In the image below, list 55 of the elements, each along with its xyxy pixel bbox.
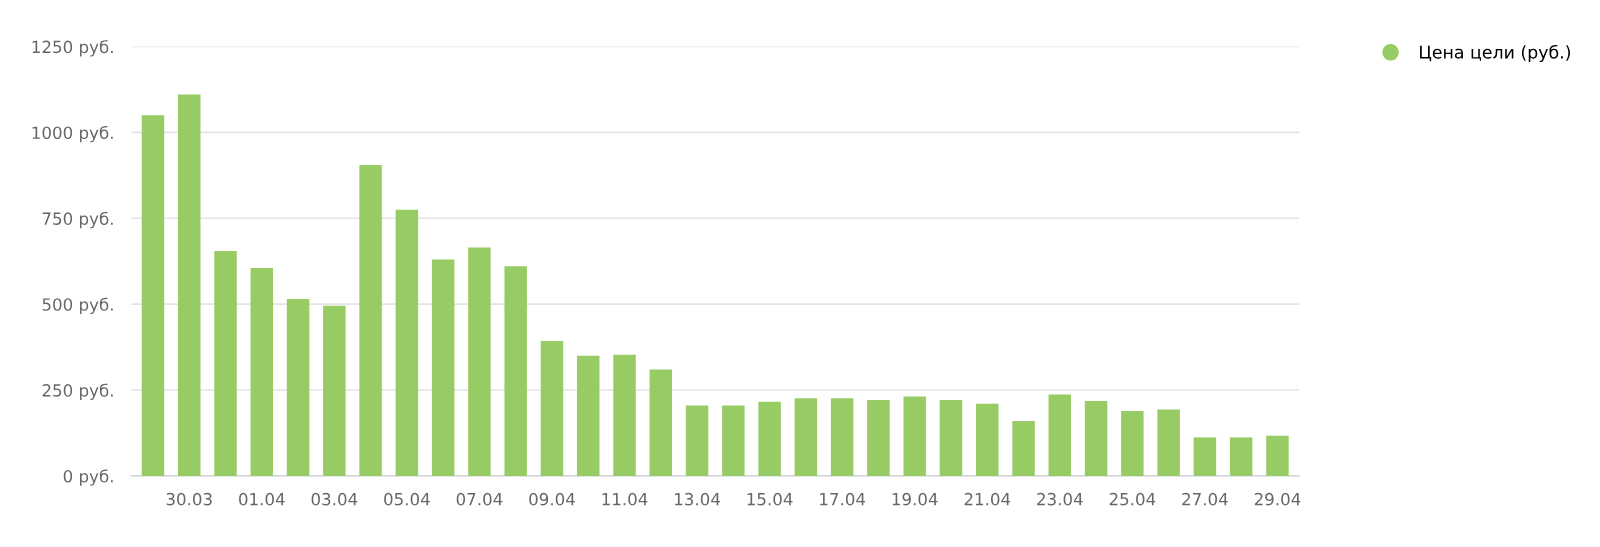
bar bbox=[830, 398, 854, 476]
x-tick-label: 29.04 bbox=[1254, 492, 1301, 506]
bar bbox=[1084, 401, 1108, 476]
bar bbox=[976, 403, 999, 476]
bar bbox=[1157, 409, 1180, 476]
bar bbox=[1048, 394, 1072, 476]
x-tick-label: 05.04 bbox=[384, 492, 430, 506]
bar bbox=[504, 266, 527, 476]
x-tick-label: 15.04 bbox=[747, 492, 793, 506]
x-tick-label: 17.04 bbox=[820, 492, 866, 506]
bar bbox=[359, 165, 382, 476]
y-tick-label: 1000 руб. bbox=[32, 125, 113, 143]
bar bbox=[141, 115, 165, 476]
bar bbox=[286, 298, 310, 476]
bar bbox=[214, 250, 237, 476]
x-tick-label: 13.04 bbox=[675, 492, 720, 506]
x-tick-label: 11.04 bbox=[602, 492, 648, 506]
bar bbox=[685, 405, 709, 476]
bar bbox=[540, 340, 564, 476]
legend-label: Цена цели (руб.) bbox=[1420, 44, 1570, 63]
x-tick-label: 07.04 bbox=[456, 492, 503, 506]
bar bbox=[1266, 435, 1289, 476]
bar bbox=[722, 405, 745, 476]
y-tick-label: 750 руб. bbox=[42, 211, 113, 229]
y-tick-label: 0 руб. bbox=[63, 469, 113, 486]
bar bbox=[794, 398, 818, 476]
x-tick-label: 01.04 bbox=[239, 492, 285, 506]
x-tick-label: 09.04 bbox=[529, 492, 575, 506]
bar bbox=[577, 355, 600, 476]
bar bbox=[939, 399, 963, 476]
bar bbox=[177, 94, 201, 476]
bar bbox=[395, 209, 419, 476]
y-tick-label: 500 руб. bbox=[42, 297, 113, 315]
x-tick-label: 27.04 bbox=[1182, 492, 1228, 506]
bar bbox=[1121, 410, 1144, 476]
x-tick-label: 21.04 bbox=[964, 492, 1011, 506]
bar bbox=[613, 354, 636, 476]
bar bbox=[468, 247, 491, 476]
x-tick-label: 25.04 bbox=[1109, 492, 1156, 506]
y-tick-label: 250 руб. bbox=[42, 383, 113, 400]
x-tick-label: 30.03 bbox=[166, 492, 212, 506]
bar bbox=[1012, 420, 1035, 476]
bar bbox=[867, 399, 890, 476]
x-tick-label: 03.04 bbox=[311, 492, 358, 506]
bar bbox=[903, 396, 926, 476]
bar bbox=[758, 401, 781, 476]
bar bbox=[323, 305, 346, 476]
bar bbox=[649, 369, 673, 476]
bar bbox=[1193, 437, 1217, 476]
x-tick-label: 19.04 bbox=[892, 492, 938, 506]
x-tick-label: 23.04 bbox=[1037, 492, 1083, 506]
bar bbox=[431, 259, 455, 476]
y-tick-label: 1250 руб. bbox=[32, 40, 113, 57]
bar bbox=[250, 268, 274, 476]
bar bbox=[1229, 437, 1253, 476]
